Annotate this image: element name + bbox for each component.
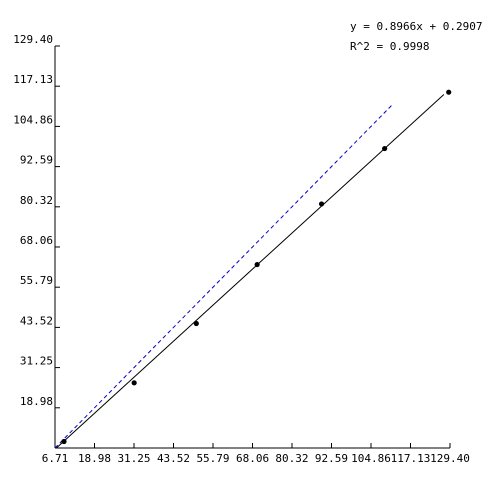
- axes: [54, 45, 451, 449]
- x-tick-label: 92.59: [315, 452, 348, 465]
- data-point: [318, 201, 325, 207]
- trend-lines: [54, 94, 445, 449]
- identity-line: [54, 105, 392, 449]
- x-tick-label: 55.79: [196, 452, 229, 465]
- tick-labels: 6.71 18.98 31.25 43.52 55.79 68.06 80.32 92.59 1…: [13, 33, 470, 465]
- r-squared-label: R^2 = 0.9998: [350, 40, 429, 53]
- x-tick-label: 129.40: [430, 452, 470, 465]
- x-tick-label: 68.06: [236, 452, 269, 465]
- x-tick-label: 18.98: [78, 452, 111, 465]
- y-tick-label: 80.32: [20, 194, 53, 207]
- y-tick-label: 104.86: [13, 113, 53, 126]
- x-tick-label: 80.32: [275, 452, 308, 465]
- x-tick-label: 31.25: [117, 452, 150, 465]
- x-tick-label: 117.13: [391, 452, 431, 465]
- data-point: [382, 145, 388, 152]
- regression-equation: y = 0.8966x + 0.2907: [350, 20, 482, 33]
- y-tick-label: 117.13: [13, 73, 53, 86]
- data-point: [61, 438, 67, 445]
- data-point: [446, 89, 452, 95]
- y-tick-label: 68.06: [20, 234, 53, 247]
- y-tick-label: 31.25: [20, 355, 53, 368]
- x-tick-label: 6.71: [42, 452, 69, 465]
- data-point: [254, 261, 260, 268]
- data-point: [131, 380, 137, 386]
- y-tick-label: 18.98: [20, 395, 53, 408]
- y-tick-label: 55.79: [20, 274, 53, 287]
- y-tick-label: 43.52: [20, 314, 53, 327]
- data-points: [61, 89, 452, 445]
- y-tick-label: 129.40: [13, 33, 53, 46]
- x-tick-label: 43.52: [157, 452, 190, 465]
- data-point: [193, 320, 199, 327]
- fit-line: [56, 94, 445, 449]
- x-tick-label: 104.86: [351, 452, 391, 465]
- y-tick-label: 92.59: [20, 154, 53, 167]
